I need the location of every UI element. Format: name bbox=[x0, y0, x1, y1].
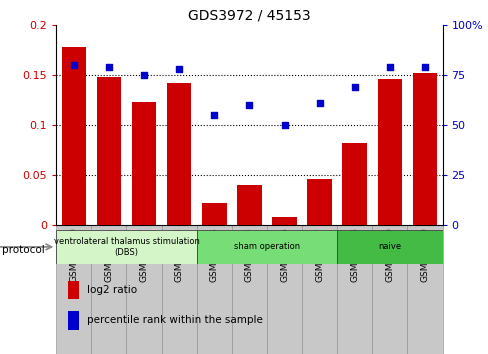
Bar bbox=[237, 185, 261, 225]
Point bbox=[140, 72, 148, 78]
Bar bbox=[407, 225, 442, 354]
Bar bbox=[56, 230, 196, 264]
Bar bbox=[97, 77, 121, 225]
Bar bbox=[266, 225, 302, 354]
Point bbox=[210, 112, 218, 118]
Text: sham operation: sham operation bbox=[233, 242, 300, 251]
Point bbox=[420, 64, 428, 70]
Point bbox=[385, 64, 393, 70]
Bar bbox=[377, 79, 401, 225]
Bar bbox=[196, 230, 337, 264]
Point bbox=[105, 64, 113, 70]
Bar bbox=[126, 225, 161, 354]
Point bbox=[350, 84, 358, 90]
Bar bbox=[337, 225, 371, 354]
Text: naive: naive bbox=[378, 242, 401, 251]
Bar bbox=[61, 47, 86, 225]
Bar bbox=[412, 73, 436, 225]
Text: protocol: protocol bbox=[2, 245, 45, 255]
Bar bbox=[202, 203, 226, 225]
Point bbox=[280, 122, 288, 128]
Bar bbox=[161, 225, 196, 354]
Bar bbox=[68, 311, 79, 330]
Point bbox=[245, 102, 253, 108]
Bar bbox=[306, 179, 331, 225]
Bar bbox=[371, 225, 407, 354]
Point bbox=[315, 100, 323, 105]
Title: GDS3972 / 45153: GDS3972 / 45153 bbox=[188, 8, 310, 22]
Bar bbox=[131, 102, 156, 225]
Bar bbox=[337, 230, 442, 264]
Bar bbox=[166, 83, 191, 225]
Bar bbox=[56, 225, 91, 354]
Point bbox=[70, 62, 78, 68]
Text: log2 ratio: log2 ratio bbox=[87, 285, 137, 295]
Bar bbox=[272, 217, 296, 225]
Text: percentile rank within the sample: percentile rank within the sample bbox=[87, 315, 263, 325]
Bar bbox=[91, 225, 126, 354]
Bar bbox=[302, 225, 337, 354]
Point bbox=[175, 66, 183, 72]
Bar bbox=[68, 281, 79, 299]
Text: ventrolateral thalamus stimulation
(DBS): ventrolateral thalamus stimulation (DBS) bbox=[53, 237, 199, 257]
Bar bbox=[342, 143, 366, 225]
Bar bbox=[231, 225, 266, 354]
Bar bbox=[196, 225, 231, 354]
